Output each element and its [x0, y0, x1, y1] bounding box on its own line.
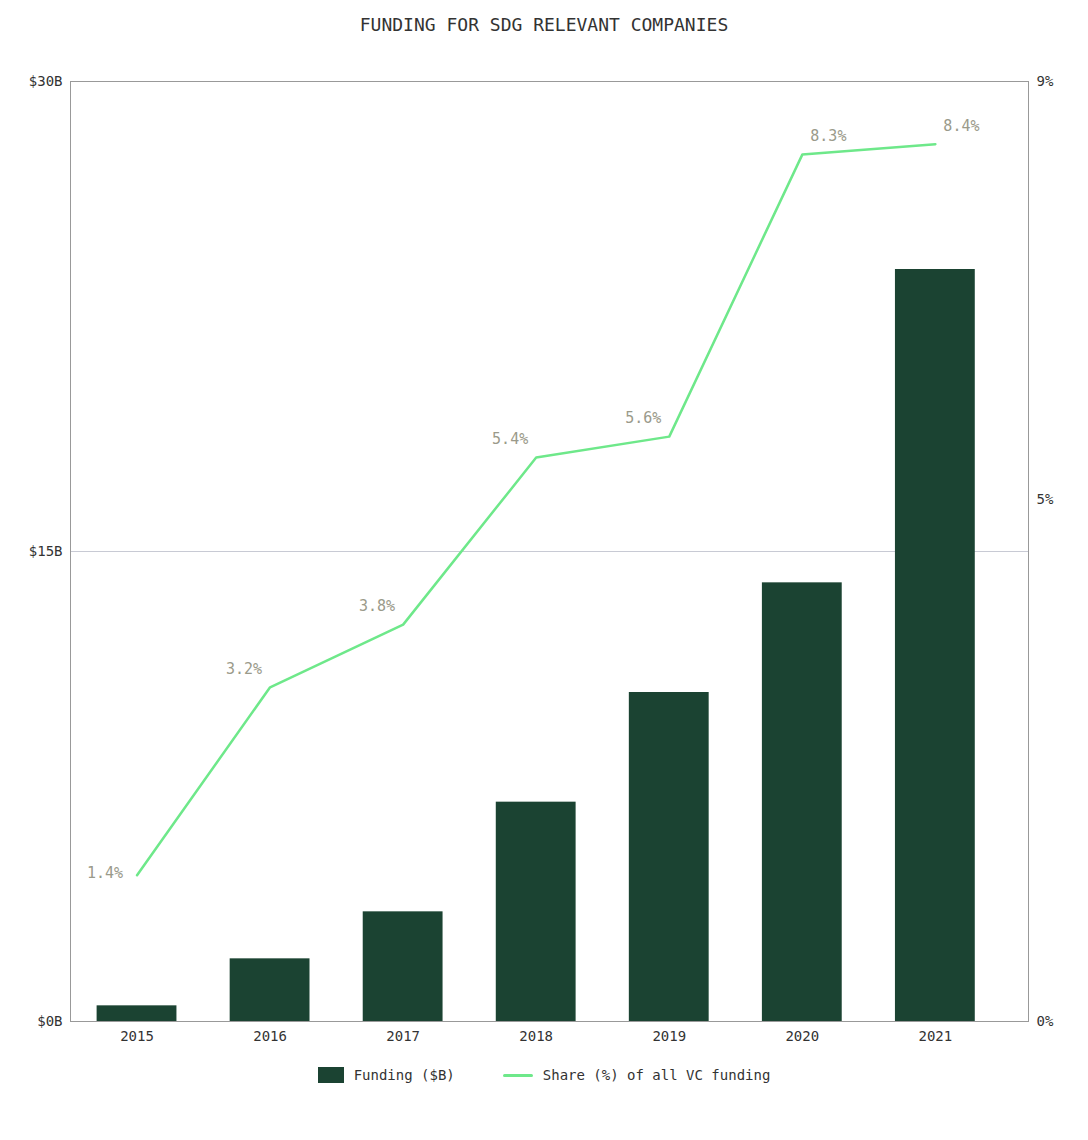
svg-text:2019: 2019 [652, 1028, 686, 1044]
svg-text:5.4%: 5.4% [492, 430, 528, 448]
svg-text:2021: 2021 [919, 1028, 953, 1044]
svg-text:2017: 2017 [386, 1028, 420, 1044]
svg-text:2015: 2015 [120, 1028, 154, 1044]
svg-text:2016: 2016 [253, 1028, 287, 1044]
html-text:FUNDING FOR SDG RELEVANT COMPA: FUNDING FOR SDG RELEVANT COMPANIES [359, 14, 729, 35]
svg-text:8.4%: 8.4% [943, 117, 979, 135]
svg-text:2020: 2020 [785, 1028, 819, 1044]
svg-text:3.8%: 3.8% [359, 597, 395, 615]
svg-text:9%: 9% [1037, 73, 1054, 89]
svg-text:5.6%: 5.6% [625, 409, 661, 427]
svg-text:8.3%: 8.3% [810, 127, 846, 145]
html-text:Share (%) of all VC funding: Share (%) of all VC funding [542, 1067, 771, 1083]
svg-text:$30B: $30B [29, 73, 63, 89]
svg-text:0%: 0% [1037, 1013, 1054, 1029]
svg-text:$0B: $0B [37, 1013, 62, 1029]
svg-text:1.4%: 1.4% [87, 864, 123, 882]
svg-text:2018: 2018 [519, 1028, 553, 1044]
html-text:Funding ($B): Funding ($B) [353, 1067, 455, 1083]
svg-text:5%: 5% [1037, 491, 1054, 507]
svg-text:3.2%: 3.2% [226, 660, 262, 678]
svg-text:$15B: $15B [29, 543, 63, 559]
